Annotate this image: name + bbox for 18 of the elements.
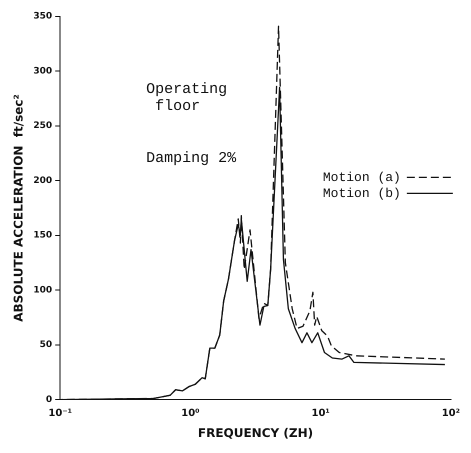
y-tick-label: 50	[40, 340, 52, 350]
y-tick-label: 200	[33, 176, 52, 186]
annotation: Operating floor	[146, 81, 228, 116]
y-tick-label: 100	[33, 285, 52, 296]
x-tick-label: 10⁻¹	[48, 408, 72, 420]
y-tick-label: 0	[46, 394, 52, 405]
y-tick-label: 150	[33, 230, 52, 241]
x-tick-label: 10²	[442, 408, 460, 420]
x-tick-label: 10⁰	[181, 408, 200, 420]
annotation: Damping 2%	[146, 150, 238, 168]
y-tick-label: 350	[33, 12, 52, 22]
legend-label: Motion (b)	[322, 186, 401, 201]
x-tick-label: 10¹	[311, 408, 330, 420]
legend-label: Motion (a)	[322, 170, 401, 185]
y-tick-label: 250	[33, 121, 52, 132]
x-axis-title: FREQUENCY (ZH)	[198, 426, 314, 440]
y-tick-label: 300	[33, 66, 52, 76]
y-axis-title: ABSOLUTE ACCELERATION ft/sec²	[11, 94, 26, 322]
